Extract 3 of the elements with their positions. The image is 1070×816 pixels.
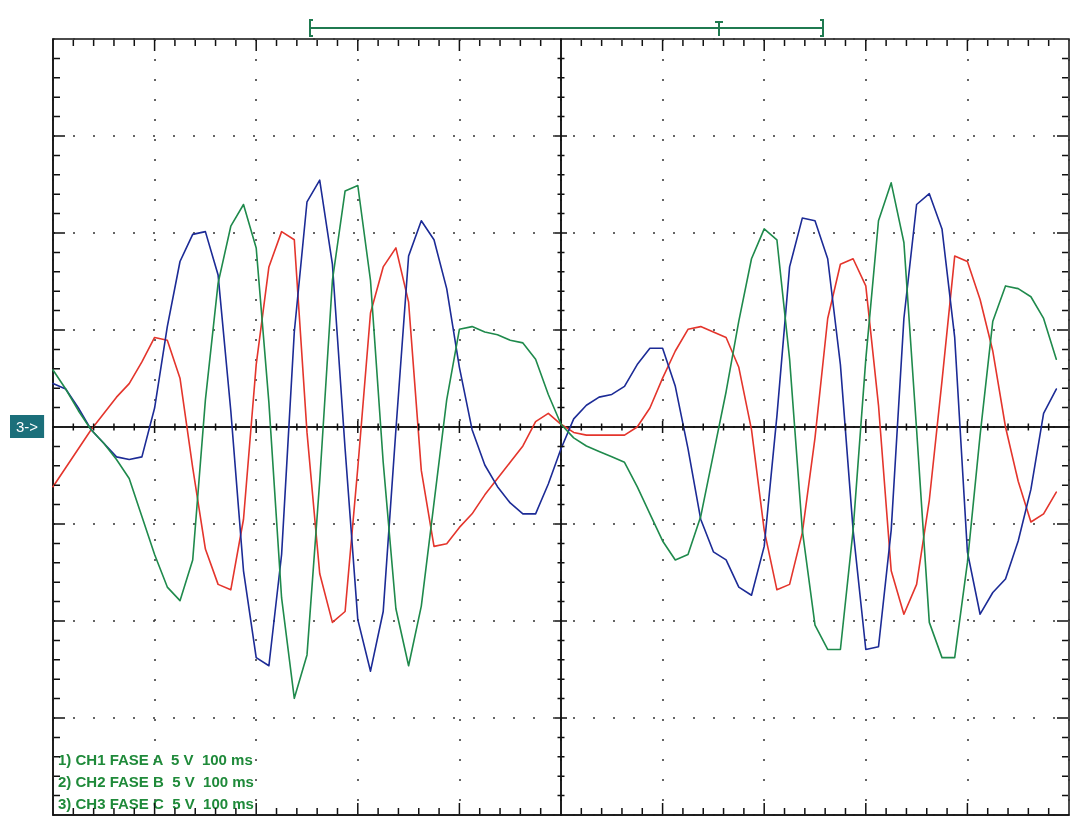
- text: 3->: [16, 418, 39, 435]
- text: 2) CH2 FASE B 5 V 100 ms: [58, 773, 254, 790]
- text: 1) CH1 FASE A 5 V 100 ms: [58, 751, 253, 768]
